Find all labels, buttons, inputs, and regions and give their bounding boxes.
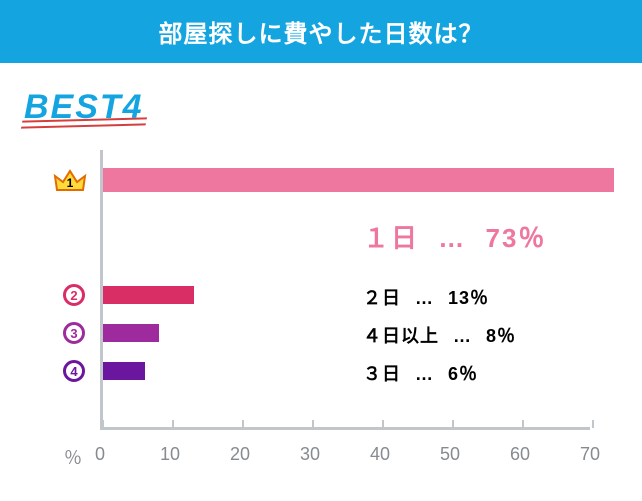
x-tick-label: 10 (160, 444, 180, 465)
row-3-pct: 8％ (486, 326, 516, 346)
rank-4-number: 4 (70, 364, 77, 379)
x-tick (172, 420, 174, 428)
rank-2-circle: 2 (63, 284, 85, 306)
row-2-dots: … (415, 288, 434, 308)
x-tick-label: 50 (440, 444, 460, 465)
x-tick-label: 60 (510, 444, 530, 465)
x-tick (452, 420, 454, 428)
rank-4-icon: 4 (55, 360, 93, 382)
plot-area: 1 １日 … 73％ 2 ２日 … 13％ (100, 150, 590, 430)
row-4-label: ３日 … 6％ (363, 360, 478, 386)
rank-4-circle: 4 (63, 360, 85, 382)
rank-2-icon: 2 (55, 284, 93, 306)
bar-3 (103, 324, 159, 342)
row-1-dots: … (438, 223, 466, 253)
row-4-pct: 6％ (448, 364, 478, 384)
header-title: 部屋探しに費やした日数は？ (159, 21, 484, 48)
best-badge: BEST4 (24, 88, 144, 127)
bar-row-2: 2 ２日 … 13％ (103, 280, 590, 310)
x-tick-label: 20 (230, 444, 250, 465)
x-tick-label: 0 (95, 444, 105, 465)
row-1-label: １日 … 73％ (363, 218, 546, 255)
bar-row-3: 3 ４日以上 … 8％ (103, 318, 590, 348)
row-2-category: ２日 (363, 288, 401, 308)
rank-3-number: 3 (70, 326, 77, 341)
x-tick (382, 420, 384, 428)
rank-1-crown-icon: 1 (51, 165, 89, 195)
bar-row-4: 4 ３日 … 6％ (103, 356, 590, 386)
rank-3-circle: 3 (63, 322, 85, 344)
row-2-label: ２日 … 13％ (363, 284, 489, 310)
bar-4 (103, 362, 145, 380)
rank-3-icon: 3 (55, 322, 93, 344)
x-tick-label: 70 (580, 444, 600, 465)
x-tick (102, 420, 104, 428)
x-tick (522, 420, 524, 428)
rank-2-number: 2 (70, 288, 77, 303)
header-bar: 部屋探しに費やした日数は？ (0, 0, 642, 63)
row-3-category: ４日以上 (363, 326, 439, 346)
bar-1 (103, 168, 614, 192)
row-1-pct: 73％ (485, 223, 546, 253)
x-tick (242, 420, 244, 428)
bar-chart: 1 １日 … 73％ 2 ２日 … 13％ (40, 150, 600, 480)
row-3-dots: … (453, 326, 472, 346)
row-2-pct: 13％ (448, 288, 489, 308)
x-axis: 010203040506070 (100, 438, 590, 468)
pct-unit-label: ％ (64, 444, 82, 470)
x-tick (592, 420, 594, 428)
bar-2 (103, 286, 194, 304)
row-3-label: ４日以上 … 8％ (363, 322, 516, 348)
bar-row-1: 1 (103, 160, 590, 200)
x-tick (312, 420, 314, 428)
row-4-category: ３日 (363, 364, 401, 384)
x-tick-label: 40 (370, 444, 390, 465)
row-1-category: １日 (363, 223, 419, 253)
x-tick-label: 30 (300, 444, 320, 465)
row-4-dots: … (415, 364, 434, 384)
best-badge-text: BEST4 (24, 88, 144, 126)
rank-1-number: 1 (51, 176, 89, 190)
